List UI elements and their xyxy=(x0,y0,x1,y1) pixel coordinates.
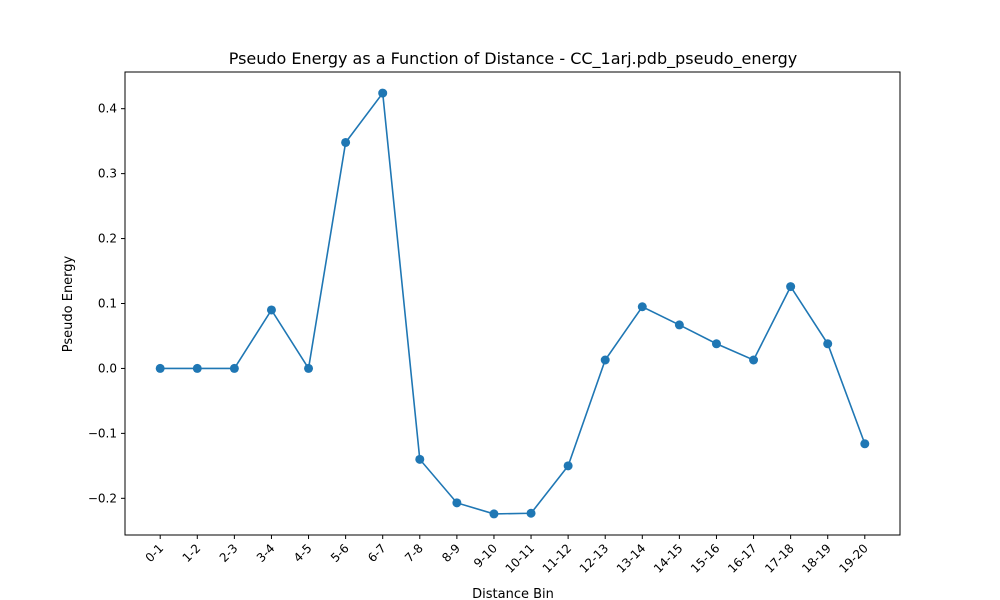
x-tick-label: 5-6 xyxy=(328,541,352,565)
data-point-16-17 xyxy=(749,355,759,365)
x-axis-ticks: 0-1 1-2 2-3 3-4 4-5 5-6 6-7 7-8 8-9 9-10 10-11 11-1… xyxy=(143,535,871,576)
x-tick-label: 12-13 xyxy=(577,541,612,576)
x-tick-label: 13-14 xyxy=(614,541,649,576)
data-point-15-16 xyxy=(711,339,721,349)
x-tick-label: 16-17 xyxy=(725,541,760,576)
y-tick-label: 0.4 xyxy=(98,102,117,116)
series-line xyxy=(160,90,866,515)
data-point-10-11 xyxy=(526,508,536,518)
x-tick-label: 9-10 xyxy=(471,541,500,570)
x-tick-label: 4-5 xyxy=(291,541,315,565)
data-point-17-18 xyxy=(786,282,796,292)
x-tick-label: 8-9 xyxy=(439,541,463,565)
y-tick-label: 0.3 xyxy=(98,167,117,181)
x-tick-label: 19-20 xyxy=(836,541,871,576)
y-tick-label: 0.0 xyxy=(98,361,117,375)
series-pseudo-energy xyxy=(155,88,870,519)
x-tick-label: 0-1 xyxy=(143,541,167,565)
y-axis-ticks: −0.2 −0.1 0.0 0.1 0.2 0.3 0.4 xyxy=(88,102,125,505)
x-axis-label: Distance Bin xyxy=(472,587,554,600)
data-point-3-4 xyxy=(266,305,276,315)
data-point-2-3 xyxy=(229,363,239,373)
data-point-6-7 xyxy=(378,88,388,98)
x-tick-label: 3-4 xyxy=(254,541,278,565)
data-point-4-5 xyxy=(304,363,314,373)
y-tick-label: 0.1 xyxy=(98,297,117,311)
data-point-8-9 xyxy=(452,498,462,508)
y-tick-label: −0.1 xyxy=(88,426,117,440)
chart-title: Pseudo Energy as a Function of Distance … xyxy=(229,49,798,69)
x-tick-label: 15-16 xyxy=(688,541,723,576)
x-tick-label: 2-3 xyxy=(217,541,241,565)
data-point-12-13 xyxy=(600,355,610,365)
plot-area-frame xyxy=(124,71,901,536)
y-tick-label: 0.2 xyxy=(98,232,117,246)
x-tick-label: 14-15 xyxy=(651,541,686,576)
data-point-13-14 xyxy=(637,302,647,312)
data-point-0-1 xyxy=(155,363,165,373)
x-tick-label: 1-2 xyxy=(180,541,204,565)
x-tick-label: 17-18 xyxy=(762,541,797,576)
y-tick-label: −0.2 xyxy=(88,491,117,505)
data-point-11-12 xyxy=(563,461,573,471)
x-tick-label: 18-19 xyxy=(799,541,834,576)
data-point-19-20 xyxy=(860,439,870,449)
data-point-7-8 xyxy=(415,454,425,464)
x-tick-label: 7-8 xyxy=(402,541,426,565)
y-axis-label: Pseudo Energy xyxy=(61,255,76,352)
data-point-14-15 xyxy=(674,320,684,330)
x-tick-label: 6-7 xyxy=(365,541,389,565)
data-point-5-6 xyxy=(341,137,351,147)
data-point-18-19 xyxy=(823,339,833,349)
x-tick-label: 10-11 xyxy=(503,541,538,576)
data-point-9-10 xyxy=(489,509,499,519)
x-tick-label: 11-12 xyxy=(540,541,575,576)
data-point-1-2 xyxy=(192,363,202,373)
